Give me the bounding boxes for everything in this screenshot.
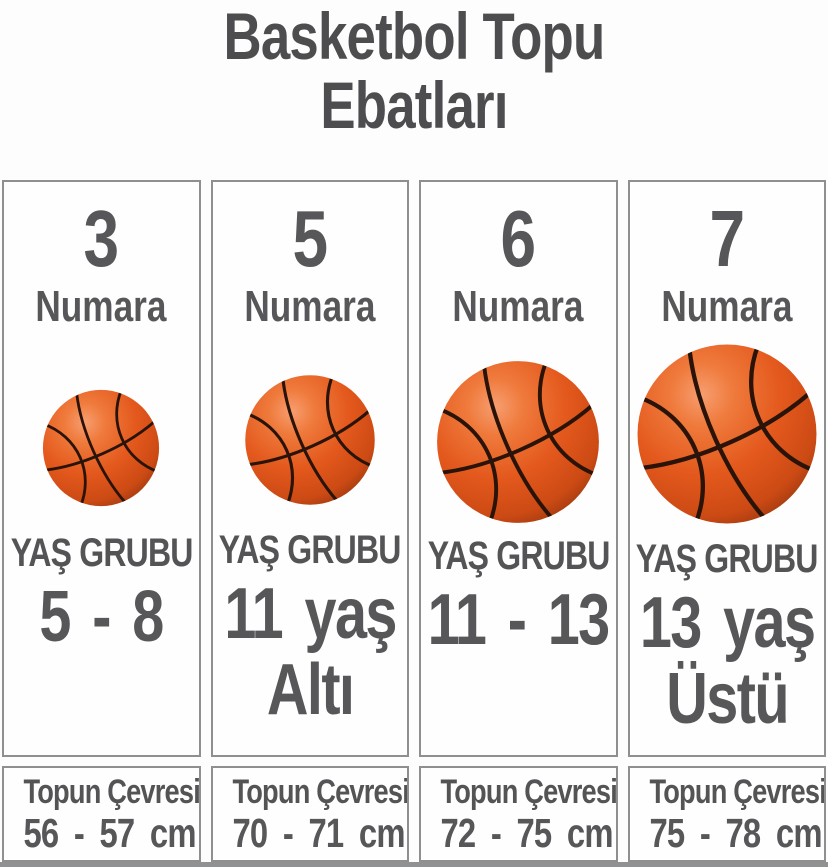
page-title-line1: Basketbol Topu — [223, 0, 606, 73]
basketball-icon — [40, 387, 162, 509]
circumference-box-size7: Topun Çevresi 75 - 78 cm — [627, 766, 826, 862]
circumference-value: 70 - 71 cm — [231, 809, 405, 856]
size-number: 3 — [83, 194, 120, 283]
circumference-box-size6: Topun Çevresi 72 - 75 cm — [419, 766, 618, 862]
basketball-icon — [633, 340, 821, 528]
circumference-value: 56 - 57 cm — [23, 809, 196, 856]
size-number-label: Numara — [661, 281, 793, 331]
circumference-box-size5: Topun Çevresi 70 - 71 cm — [210, 766, 409, 862]
circumference-label: Topun Çevresi — [231, 773, 409, 811]
size-number-label: Numara — [35, 281, 167, 331]
age-group-label: YAŞ GRUBU — [427, 533, 610, 578]
basketball-icon — [433, 357, 603, 527]
image-bottom-edge-strip — [0, 862, 828, 867]
age-group-label: YAŞ GRUBU — [635, 536, 819, 581]
age-group-value: 13 yaş Üstü — [639, 582, 815, 740]
size-number: 6 — [500, 194, 537, 283]
size-number-label: Numara — [244, 281, 376, 331]
size-number-label: Numara — [452, 281, 584, 331]
page-title: Basketbol Topu Ebatları — [0, 2, 828, 139]
circumference-box-size3: Topun Çevresi 56 - 57 cm — [2, 766, 201, 862]
circumference-value: 72 - 75 cm — [440, 809, 613, 856]
circumference-label: Topun Çevresi — [23, 773, 200, 811]
age-group-value: 5 - 8 — [39, 576, 165, 657]
age-group-value: 11 - 13 — [427, 579, 611, 660]
circumference-label: Topun Çevresi — [440, 773, 617, 811]
age-group-label: YAŞ GRUBU — [10, 530, 193, 575]
size-column-3: 3 Numara YAŞ GRUBU 5 - 8 — [2, 180, 201, 757]
circumference-value: 75 - 78 cm — [648, 809, 822, 856]
size-chart-grid: 3 Numara YAŞ GRUBU 5 - 8 5 Numara YAŞ GR… — [2, 180, 826, 862]
age-group-label: YAŞ GRUBU — [218, 527, 402, 572]
size-column-6: 6 Numara YAŞ GRUBU 11 - 13 — [419, 180, 618, 757]
size-column-5: 5 Numara YAŞ GRUBU 11 yaş Altı — [210, 180, 409, 757]
circumference-label: Topun Çevresi — [648, 773, 826, 811]
age-group-value: 11 yaş Altı — [224, 573, 397, 731]
page-title-line2: Ebatları — [320, 67, 508, 142]
basketball-icon — [242, 372, 378, 508]
size-number: 5 — [291, 194, 328, 283]
size-number: 7 — [708, 194, 745, 283]
size-column-7: 7 Numara YAŞ GRUBU 13 yaş Üstü — [627, 180, 826, 757]
